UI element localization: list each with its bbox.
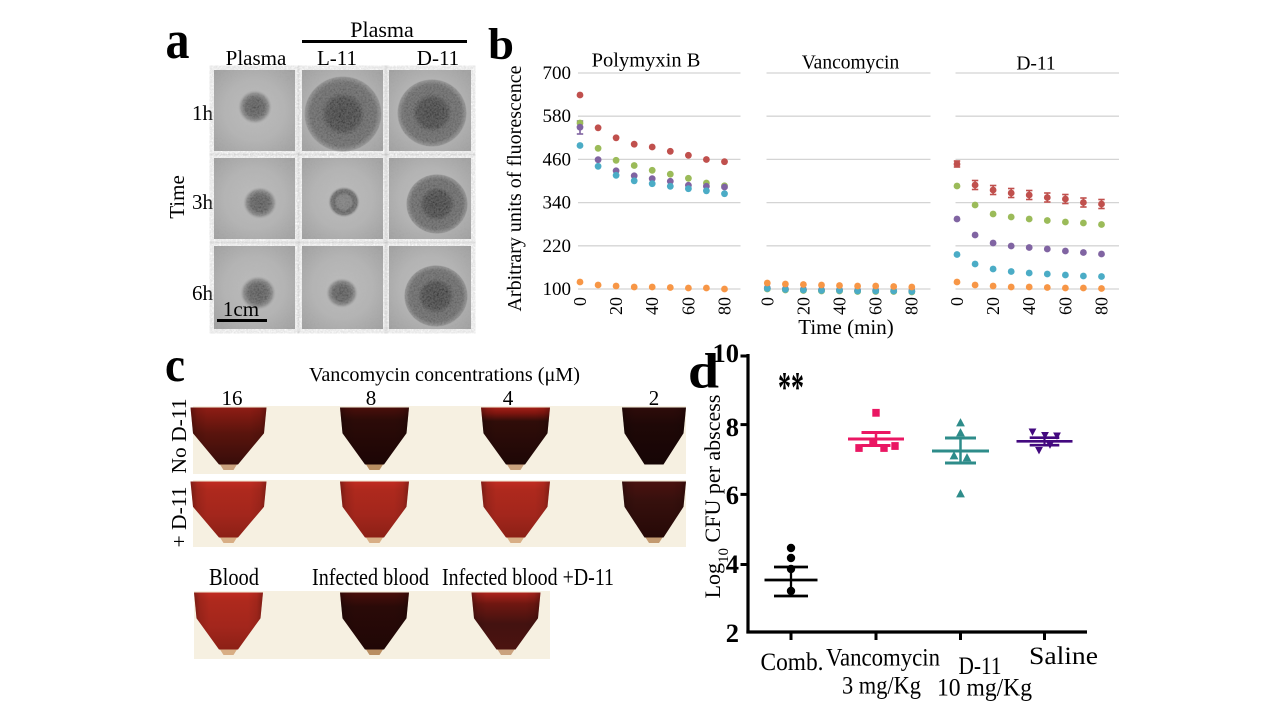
- svg-text:60: 60: [678, 297, 698, 315]
- svg-text:10: 10: [713, 338, 740, 368]
- svg-text:1cm: 1cm: [223, 297, 259, 321]
- svg-text:Plasma: Plasma: [226, 46, 287, 70]
- svg-text:4: 4: [726, 549, 739, 579]
- svg-text:d: d: [688, 343, 719, 399]
- svg-text:2: 2: [649, 386, 660, 410]
- svg-text:6h: 6h: [192, 281, 214, 305]
- svg-text:a: a: [166, 10, 190, 70]
- svg-text:L-11: L-11: [317, 46, 357, 70]
- svg-text:8: 8: [726, 412, 739, 442]
- svg-text:1h: 1h: [192, 101, 214, 125]
- svg-text:340: 340: [543, 193, 572, 214]
- svg-text:20: 20: [606, 297, 626, 315]
- svg-text:D-11: D-11: [1016, 54, 1055, 75]
- svg-text:**: **: [778, 365, 804, 412]
- svg-text:Infected blood +D-11: Infected blood +D-11: [442, 565, 614, 591]
- svg-text:Plasma: Plasma: [350, 17, 414, 42]
- svg-text:700: 700: [543, 63, 572, 84]
- svg-text:40: 40: [830, 297, 850, 315]
- svg-text:6: 6: [726, 480, 739, 510]
- svg-text:0: 0: [570, 297, 590, 306]
- svg-text:40: 40: [642, 297, 662, 315]
- svg-text:220: 220: [543, 236, 572, 257]
- svg-text:3 mg/Kg: 3 mg/Kg: [842, 673, 921, 700]
- svg-text:20: 20: [793, 297, 813, 315]
- svg-text:460: 460: [543, 149, 572, 170]
- svg-text:c: c: [165, 337, 185, 392]
- svg-text:No D-11: No D-11: [167, 398, 191, 473]
- svg-text:D-11: D-11: [959, 653, 1002, 680]
- svg-text:80: 80: [1091, 297, 1111, 315]
- svg-text:Polymyxin B: Polymyxin B: [592, 50, 701, 72]
- svg-text:20: 20: [983, 297, 1003, 315]
- svg-text:b: b: [488, 20, 514, 69]
- svg-text:Vancomycin: Vancomycin: [802, 53, 900, 74]
- svg-text:Time (min): Time (min): [798, 315, 893, 339]
- svg-text:Time: Time: [165, 175, 189, 219]
- svg-text:100: 100: [543, 279, 572, 300]
- svg-text:Infected blood: Infected blood: [312, 565, 429, 591]
- svg-text:60: 60: [1055, 297, 1075, 315]
- svg-text:Vancomycin: Vancomycin: [826, 645, 940, 672]
- svg-text:580: 580: [543, 106, 572, 127]
- svg-text:+ D-11: + D-11: [167, 487, 191, 548]
- svg-text:8: 8: [366, 386, 377, 410]
- svg-text:2: 2: [726, 618, 739, 648]
- svg-text:Comb.: Comb.: [761, 649, 824, 676]
- svg-text:60: 60: [866, 297, 886, 315]
- svg-text:Arbitrary units of fluorescenc: Arbitrary units of fluorescence: [504, 65, 526, 311]
- svg-text:0: 0: [757, 297, 777, 306]
- svg-text:40: 40: [1019, 297, 1039, 315]
- svg-text:D-11: D-11: [417, 46, 459, 70]
- svg-text:80: 80: [902, 297, 922, 315]
- svg-text:16: 16: [222, 386, 243, 410]
- svg-text:4: 4: [503, 386, 514, 410]
- svg-text:10 mg/Kg: 10 mg/Kg: [937, 675, 1032, 702]
- svg-text:0: 0: [947, 297, 967, 306]
- svg-text:Blood: Blood: [209, 565, 259, 591]
- svg-text:Saline: Saline: [1029, 643, 1098, 670]
- svg-text:Vancomycin concentrations (μM): Vancomycin concentrations (μM): [309, 364, 580, 386]
- svg-text:80: 80: [714, 297, 734, 315]
- svg-text:3h: 3h: [192, 190, 214, 214]
